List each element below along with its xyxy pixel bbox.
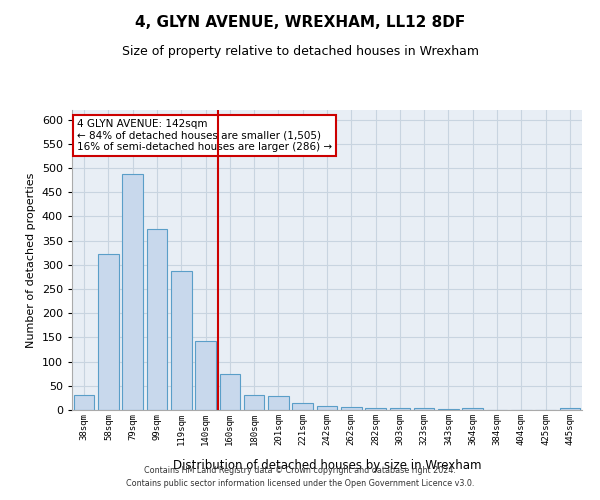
Text: Contains HM Land Registry data © Crown copyright and database right 2024.
Contai: Contains HM Land Registry data © Crown c… (126, 466, 474, 487)
Bar (171, 271, 191, 410)
Bar (146, 228, 167, 410)
Bar (560, 408, 580, 410)
Bar (268, 396, 289, 410)
Bar (195, 342, 216, 410)
Bar (122, 174, 143, 410)
Bar (220, 374, 240, 410)
Bar (292, 402, 313, 410)
Text: 4 GLYN AVENUE: 142sqm
← 84% of detached houses are smaller (1,505)
16% of semi-d: 4 GLYN AVENUE: 142sqm ← 84% of detached … (77, 119, 332, 152)
Bar (365, 408, 386, 410)
Text: 4, GLYN AVENUE, WREXHAM, LL12 8DF: 4, GLYN AVENUE, WREXHAM, LL12 8DF (135, 15, 465, 30)
Bar (414, 408, 434, 410)
Bar (98, 254, 119, 410)
Text: Distribution of detached houses by size in Wrexham: Distribution of detached houses by size … (173, 458, 481, 471)
Bar (317, 406, 337, 410)
Y-axis label: Number of detached properties: Number of detached properties (26, 172, 36, 348)
Text: Size of property relative to detached houses in Wrexham: Size of property relative to detached ho… (121, 45, 479, 58)
Bar (463, 408, 483, 410)
Bar (244, 396, 265, 410)
Bar (438, 408, 459, 410)
Bar (341, 406, 362, 410)
Bar (74, 394, 94, 410)
Bar (389, 408, 410, 410)
